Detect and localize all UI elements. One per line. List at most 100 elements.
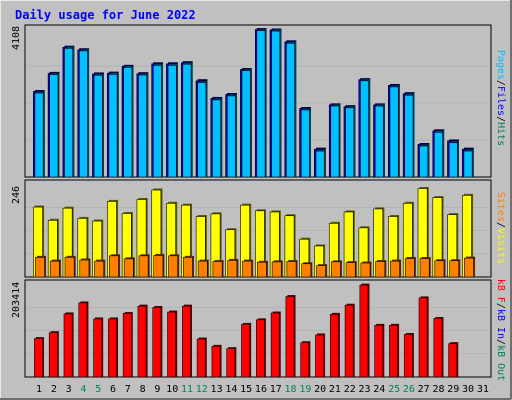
sites-bar-day-24 xyxy=(375,261,386,278)
kbin-bar-day-18 xyxy=(285,296,295,378)
x-tick-label: 24 xyxy=(373,384,385,395)
requests-ymax-label: 4108 xyxy=(11,26,22,50)
sites-bar-day-29 xyxy=(449,260,460,278)
sites-bar-day-6 xyxy=(109,255,119,278)
visitors-ymax-label: 246 xyxy=(11,186,22,204)
sites-bar-day-23 xyxy=(360,262,371,278)
pages-bar-day-17 xyxy=(271,30,281,178)
kbin-bar-day-29 xyxy=(448,343,458,378)
x-tick-label: 11 xyxy=(181,384,193,395)
x-tick-label: 17 xyxy=(270,384,282,395)
sites-bar-day-26 xyxy=(404,258,415,278)
x-tick-label: 4 xyxy=(80,384,86,395)
pages-bar-day-15 xyxy=(241,70,251,178)
pages-bar-day-1 xyxy=(34,92,44,178)
x-tick-label: 22 xyxy=(344,384,356,395)
visitors-legend-entry: Visits xyxy=(495,228,506,264)
kbytes-legend: kB F/kB In/kB Out xyxy=(495,279,506,381)
sites-bar-day-21 xyxy=(330,261,341,278)
kbin-bar-day-5 xyxy=(93,318,103,378)
pages-bar-day-3 xyxy=(64,48,74,178)
visitors-legend-entry: / xyxy=(495,222,506,228)
sites-bar-day-7 xyxy=(123,258,134,278)
pages-bar-day-9 xyxy=(152,65,162,178)
pages-bar-day-28 xyxy=(434,132,443,178)
kbin-bar-day-15 xyxy=(241,324,250,378)
x-tick-label: 1 xyxy=(36,384,42,395)
kbin-bar-day-26 xyxy=(403,334,413,378)
x-tick-label: 10 xyxy=(166,384,178,395)
kbin-bar-day-9 xyxy=(152,307,162,378)
pages-bar-day-24 xyxy=(374,105,384,178)
x-tick-label: 12 xyxy=(196,384,208,395)
pages-bar-day-14 xyxy=(226,95,236,178)
x-tick-label: 29 xyxy=(447,384,459,395)
sites-bar-day-8 xyxy=(138,255,149,278)
kbin-bar-day-2 xyxy=(48,332,58,378)
sites-bar-day-18 xyxy=(286,261,297,278)
sites-bar-day-10 xyxy=(168,255,179,278)
sites-bar-day-12 xyxy=(197,260,208,278)
x-tick-label: 18 xyxy=(285,384,297,395)
kbin-bar-day-6 xyxy=(108,318,117,378)
x-tick-label: 8 xyxy=(140,384,146,395)
pages-bar-day-2 xyxy=(49,74,59,178)
pages-bar-day-13 xyxy=(212,99,221,178)
pages-bar-day-7 xyxy=(123,67,133,178)
kbytes-legend-entry: kB Out xyxy=(495,345,506,381)
sites-bar-day-11 xyxy=(183,257,193,278)
sites-bar-day-28 xyxy=(434,260,445,278)
x-tick-label: 6 xyxy=(110,384,116,395)
kbin-bar-day-14 xyxy=(226,348,236,378)
sites-bar-day-13 xyxy=(212,261,223,278)
x-tick-label: 16 xyxy=(255,384,267,395)
x-tick-label: 5 xyxy=(95,384,101,395)
kbin-bar-day-16 xyxy=(256,319,265,378)
pages-bar-day-29 xyxy=(448,142,458,178)
requests-legend-entry: Pages xyxy=(495,50,506,80)
x-tick-label: 14 xyxy=(225,384,237,395)
pages-bar-day-19 xyxy=(300,109,310,178)
x-tick-label: 7 xyxy=(125,384,131,395)
sites-bar-day-2 xyxy=(49,260,60,278)
kbin-bar-day-12 xyxy=(196,338,206,378)
x-tick-label: 9 xyxy=(154,384,160,395)
pages-bar-day-23 xyxy=(360,80,369,178)
kbin-bar-day-25 xyxy=(389,325,398,378)
pages-bar-day-22 xyxy=(345,107,355,178)
requests-legend-entry: Hits xyxy=(495,122,506,146)
sites-bar-day-4 xyxy=(79,259,90,278)
sites-bar-day-1 xyxy=(35,257,45,278)
kbin-bar-day-3 xyxy=(63,313,73,378)
x-tick-label: 15 xyxy=(240,384,252,395)
kbin-bar-day-24 xyxy=(374,325,384,378)
kbin-bar-day-20 xyxy=(315,334,324,378)
visitors-legend-entry: Sites xyxy=(495,192,506,222)
kbin-bar-day-4 xyxy=(78,302,88,378)
kbytes-legend-entry: / xyxy=(495,339,506,345)
requests-legend: Pages/Files/Hits xyxy=(495,50,506,146)
pages-bar-day-16 xyxy=(256,30,266,178)
pages-bar-day-11 xyxy=(182,63,192,178)
x-tick-label: 23 xyxy=(358,384,370,395)
pages-bar-day-30 xyxy=(463,150,473,178)
kbin-bar-day-11 xyxy=(182,305,191,378)
pages-bar-day-26 xyxy=(404,94,414,178)
x-tick-label: 21 xyxy=(329,384,341,395)
kbin-bar-day-8 xyxy=(137,305,147,378)
kbin-bar-day-23 xyxy=(359,284,369,378)
requests-legend-entry: / xyxy=(495,116,506,122)
pages-bar-day-12 xyxy=(197,82,207,178)
x-tick-label: 31 xyxy=(477,384,489,395)
kbin-bar-day-13 xyxy=(211,346,221,378)
pages-bar-day-25 xyxy=(389,86,399,178)
x-tick-label: 26 xyxy=(403,384,415,395)
kbin-bar-day-28 xyxy=(433,318,443,378)
kbin-bar-day-10 xyxy=(167,311,176,378)
pages-bar-day-21 xyxy=(330,105,340,178)
pages-bar-day-18 xyxy=(286,43,295,178)
kbytes-legend-entry: kB F xyxy=(495,279,506,303)
kbytes-legend-entry: / xyxy=(495,303,506,309)
sites-bar-day-14 xyxy=(227,260,238,278)
